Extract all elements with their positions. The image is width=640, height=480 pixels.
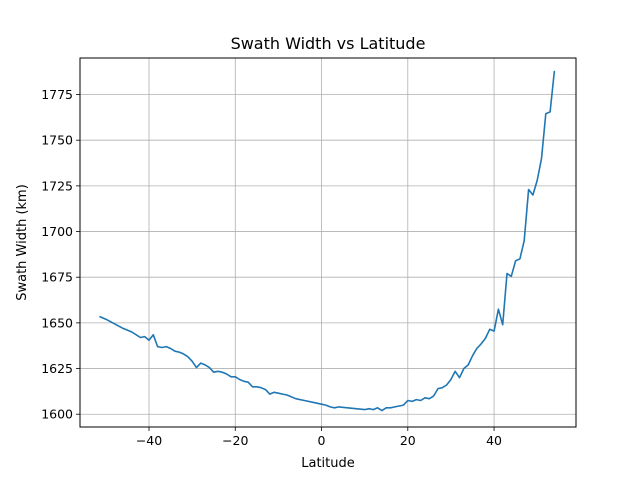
series-layer [99,70,556,412]
x-tick-label: 0 [318,433,326,448]
series-line [99,70,556,412]
y-tick-label: 1675 [41,270,73,285]
y-tick-label: 1750 [41,133,73,148]
x-tick-label: −20 [222,433,248,448]
x-axis-ticks: −40 −20 0 20 40 [136,427,502,448]
chart-title: Swath Width vs Latitude [231,34,426,53]
grid [80,58,576,427]
plot-frame [79,57,577,428]
x-tick-label: 20 [400,433,416,448]
x-tick-label: −40 [136,433,162,448]
y-tick-label: 1600 [41,407,73,422]
y-tick-label: 1700 [41,224,73,239]
y-axis-ticks: 1600 1625 1650 1675 1700 1725 1750 1775 [41,87,80,422]
y-tick-label: 1725 [41,178,73,193]
x-tick-label: 40 [486,433,502,448]
y-tick-label: 1775 [41,87,73,102]
y-axis-label: Swath Width (km) [15,184,30,301]
y-tick-label: 1625 [41,361,73,376]
y-tick-label: 1650 [41,315,73,330]
x-axis-label: Latitude [301,456,355,471]
